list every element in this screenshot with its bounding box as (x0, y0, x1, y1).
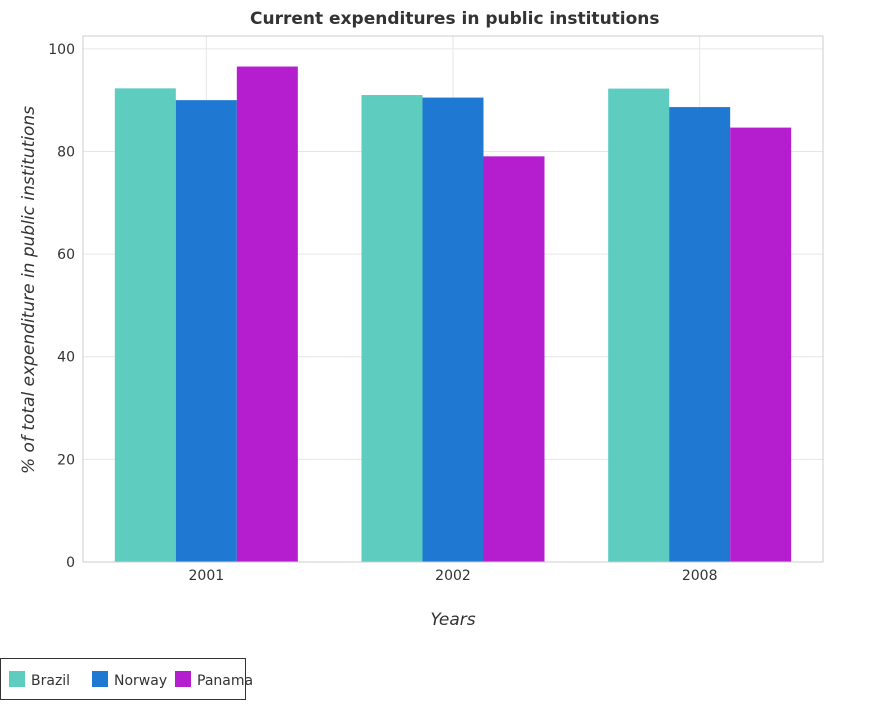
bar-panama-2002 (483, 156, 545, 562)
bar-norway-2001 (175, 100, 237, 563)
y-tick-label: 80 (57, 144, 75, 160)
bar-brazil-2008 (608, 88, 670, 562)
chart-title: Current expenditures in public instituti… (250, 9, 660, 29)
legend-swatch-brazil (9, 671, 25, 687)
y-tick-label: 60 (57, 247, 75, 263)
x-tick-label: 2008 (682, 568, 718, 584)
x-axis-title: Years (430, 610, 475, 630)
y-tick-label: 0 (66, 555, 75, 571)
x-tick-label: 2001 (189, 568, 225, 584)
legend-swatch-norway (92, 671, 108, 687)
y-axis-title: % of total expenditure in public institu… (19, 106, 39, 474)
y-tick-label: 100 (48, 42, 75, 58)
legend-label-norway: Norway (114, 673, 167, 689)
y-tick-label: 40 (57, 350, 75, 366)
bars (114, 66, 792, 563)
axes: 0 20 40 60 80 100 2001 2002 2008 (48, 35, 824, 584)
bar-brazil-2001 (114, 88, 176, 562)
bar-panama-2008 (730, 127, 792, 562)
x-tick-label: 2002 (435, 568, 471, 584)
legend: Brazil Norway Panama (0, 658, 253, 700)
plot-frame (82, 35, 824, 563)
bar-brazil-2002 (361, 95, 423, 562)
legend-swatch-panama (175, 671, 191, 687)
legend-box (0, 658, 246, 700)
legend-label-brazil: Brazil (31, 673, 70, 689)
legend-label-panama: Panama (197, 673, 253, 689)
y-tick-label: 20 (57, 452, 75, 468)
bar-norway-2002 (422, 97, 484, 562)
bar-panama-2001 (236, 66, 298, 562)
bar-norway-2008 (669, 107, 731, 562)
